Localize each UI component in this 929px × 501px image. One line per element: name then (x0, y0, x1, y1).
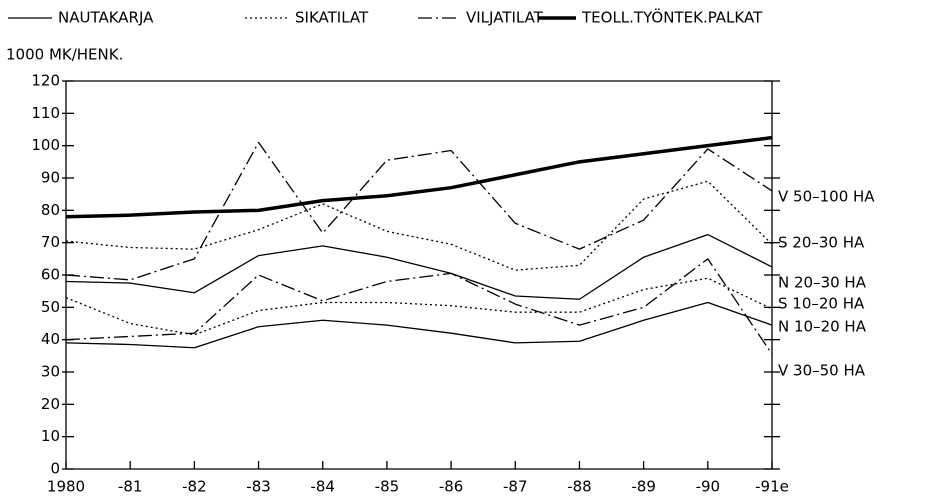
series-line (65, 135, 773, 219)
series-label: S 20–30 HA (778, 234, 865, 252)
x-tick-label: -89 (631, 478, 656, 496)
y-axis-label: 1000 MK/HENK. (6, 46, 123, 64)
y-tick-label: 40 (41, 330, 60, 348)
x-tick-label: -81 (118, 478, 143, 496)
x-tick-label: -82 (182, 478, 207, 496)
y-tick-label: 100 (31, 136, 60, 154)
y-tick-label: 60 (41, 266, 60, 284)
legend-label: TEOLL.TYÖNTEK.PALKAT (581, 8, 763, 27)
x-tick-label: -87 (503, 478, 528, 496)
series-label: N 20–30 HA (778, 274, 867, 292)
y-tick-label: 120 (31, 72, 60, 90)
series-label: N 10–20 HA (778, 318, 867, 336)
y-tick-label: 90 (41, 169, 60, 187)
x-tick-label: 1980 (47, 478, 85, 496)
legend-label: NAUTAKARJA (58, 9, 154, 27)
x-tick-label: -84 (310, 478, 335, 496)
x-tick-label: -85 (375, 478, 400, 496)
legend-label: SIKATILAT (295, 9, 369, 27)
y-tick-label: 10 (41, 427, 60, 445)
series-label: V 50–100 HA (778, 188, 875, 206)
series-label: V 30–50 HA (778, 362, 866, 380)
y-tick-label: 110 (31, 104, 60, 122)
series-line (65, 233, 773, 300)
y-tick-label: 50 (41, 298, 60, 316)
x-tick-label: -86 (439, 478, 464, 496)
legend-label: VILJATILAT (466, 9, 544, 27)
x-tick-label: -91e (755, 478, 789, 496)
series-line (65, 141, 773, 281)
y-tick-label: 70 (41, 233, 60, 251)
series-line (65, 180, 773, 271)
y-tick-label: 30 (41, 363, 60, 381)
y-tick-label: 80 (41, 201, 60, 219)
y-tick-label: 20 (41, 395, 60, 413)
x-tick-label: -88 (567, 478, 592, 496)
x-tick-label: -83 (246, 478, 271, 496)
y-tick-label: 0 (50, 460, 60, 478)
x-tick-label: -90 (696, 478, 721, 496)
series-line (65, 277, 773, 336)
series-label: S 10–20 HA (778, 295, 865, 313)
series-line (65, 258, 773, 355)
series-line (65, 301, 773, 349)
